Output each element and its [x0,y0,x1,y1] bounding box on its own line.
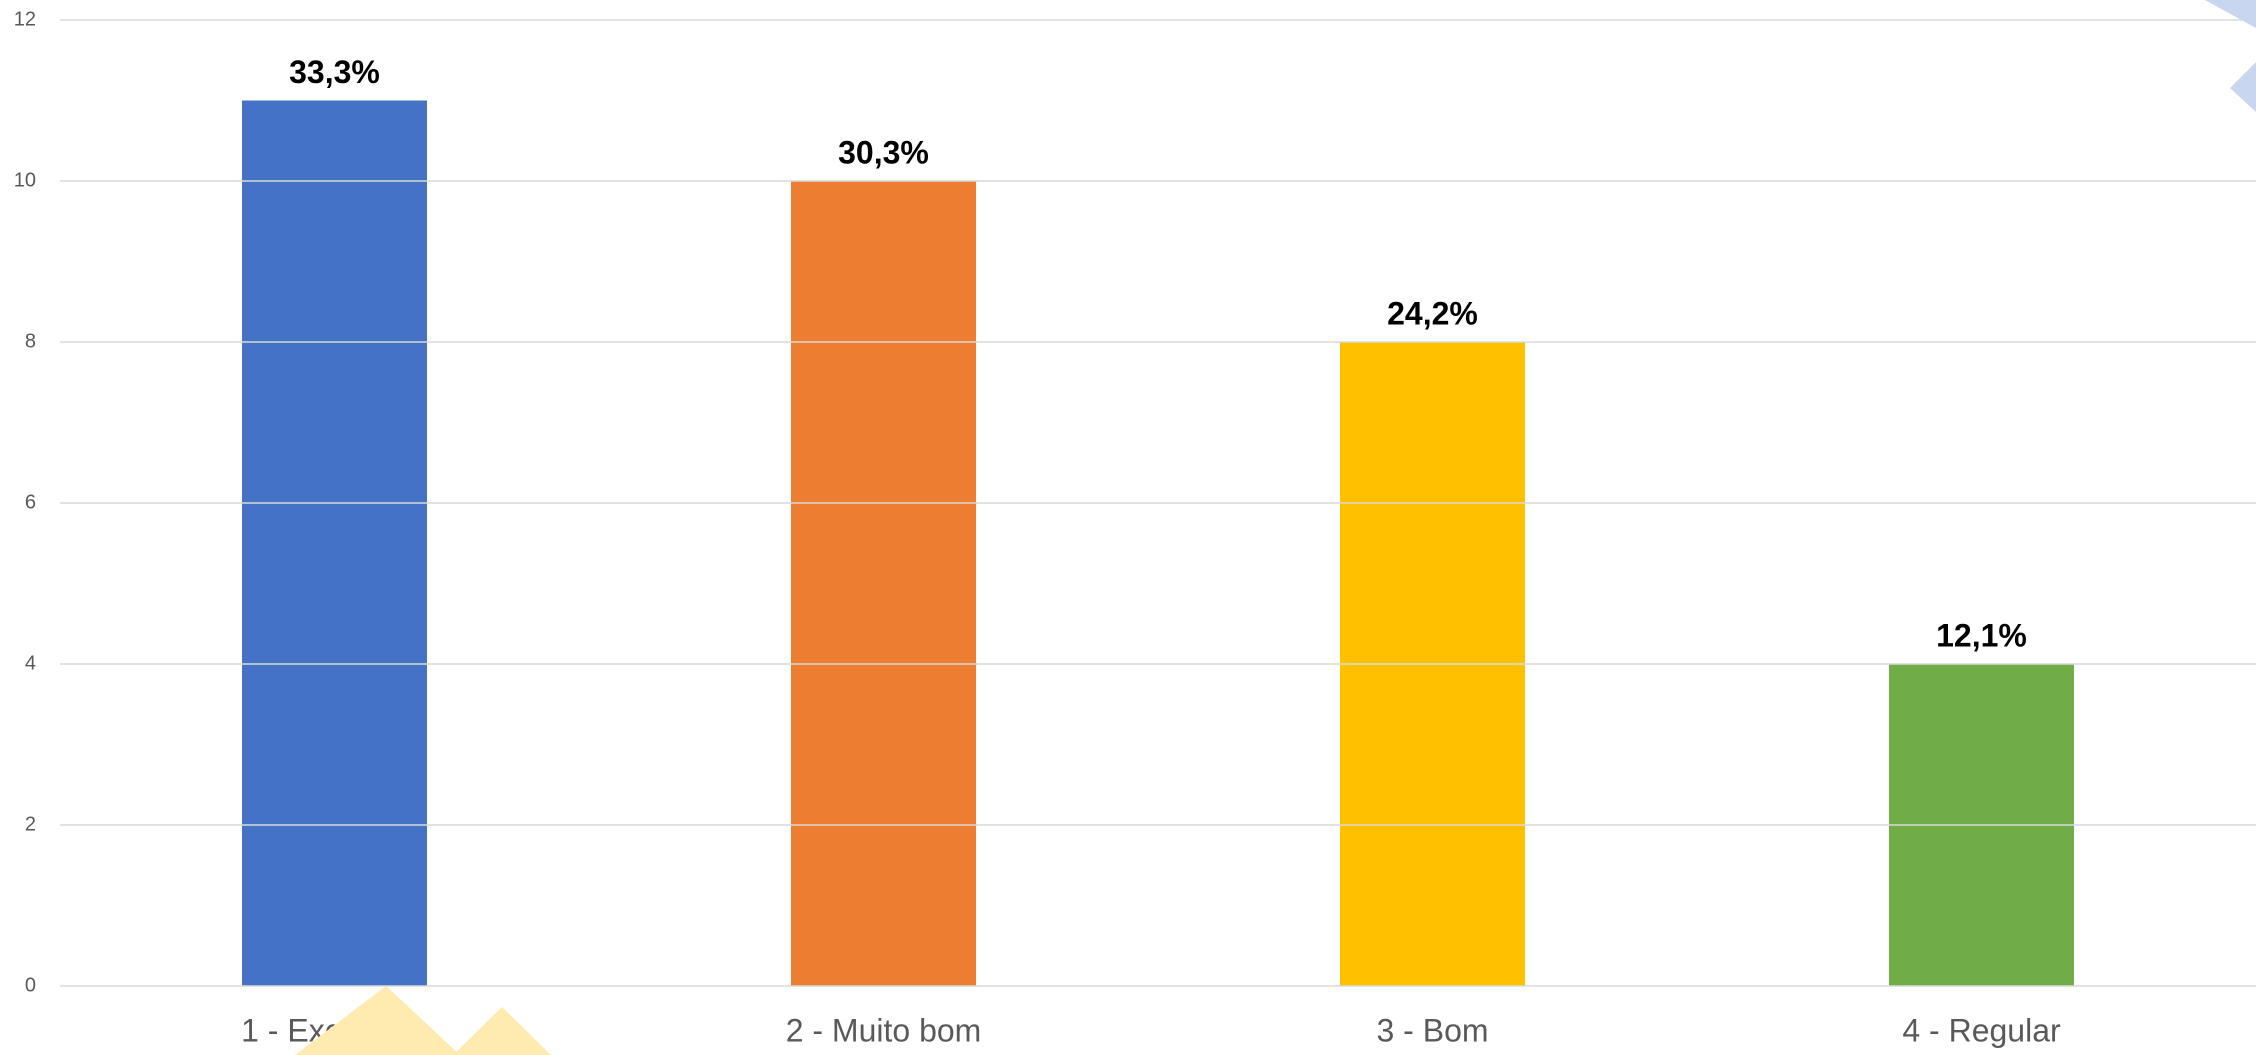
bar [791,181,976,986]
y-tick-label: 6 [25,491,36,513]
x-tick-label: 4 - Regular [1902,1012,2061,1048]
x-tick-label: 3 - Bom [1376,1012,1488,1048]
y-tick-label: 10 [14,169,36,191]
data-label: 30,3% [838,134,929,170]
x-tick-label: 2 - Muito bom [786,1012,982,1048]
data-label: 24,2% [1387,295,1478,331]
y-tick-label: 8 [25,330,36,352]
decoration [453,1007,551,1055]
data-label: 12,1% [1936,617,2027,653]
y-tick-label: 12 [14,8,36,30]
data-label: 33,3% [289,54,380,90]
y-tick-label: 0 [25,974,36,996]
decoration [2205,0,2256,28]
decoration [2230,62,2256,112]
y-tick-label: 2 [25,813,36,835]
decoration [295,986,460,1055]
bar [242,100,427,986]
y-tick-label: 4 [25,652,36,674]
